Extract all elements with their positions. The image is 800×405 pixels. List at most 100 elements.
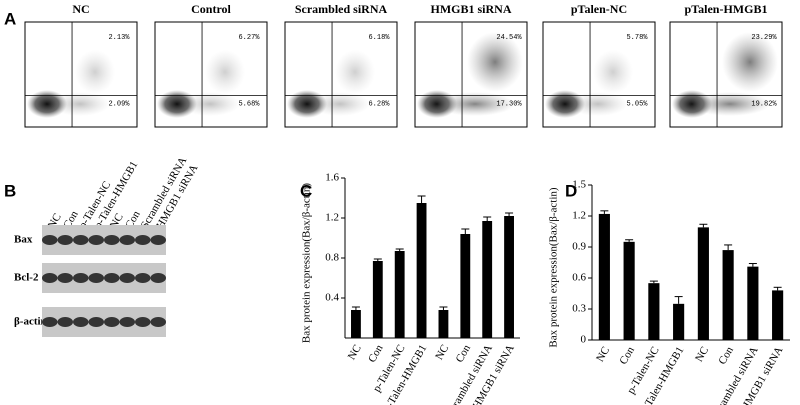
bar [623,241,635,340]
y-tick-label: 1.2 [325,212,339,224]
bar [673,303,685,340]
blot-band [135,273,151,283]
plot-title: pTalen-HMGB1 [685,2,768,16]
panel-label: A [4,9,16,28]
plot-title: HMGB1 siRNA [431,2,512,16]
row-label: Bax [14,234,33,246]
percent-label: 5.78% [626,34,648,42]
blot-band [57,317,73,327]
y-tick-label: 1.6 [325,172,339,184]
blot-band [73,273,89,283]
x-tick-label: NC [693,345,711,364]
blot-band [104,273,120,283]
x-tick-label: NC [594,345,612,364]
y-tick-label: 0.3 [572,303,586,315]
cluster [467,32,523,92]
y-tick-label: 1.2 [572,210,586,222]
percent-label: 6.18% [368,34,390,42]
bar [598,213,610,340]
bar [772,290,784,340]
y-tick-label: 0.9 [572,241,586,253]
percent-label: 23.29% [751,34,777,42]
percent-label: 2.09% [108,100,130,108]
percent-label: 6.28% [368,100,390,108]
blot-band [42,317,58,327]
error-bar [483,216,492,221]
error-bar [674,296,683,304]
blot-band [119,273,135,283]
blot-band [88,317,104,327]
blot-band [88,273,104,283]
error-bar [439,306,448,310]
blot-band [104,317,120,327]
row-label: Bcl-2 [14,272,39,284]
y-tick-label: 1.5 [572,179,586,191]
plot-title: Control [191,2,231,16]
blot-band [73,235,89,245]
blot-band [104,235,120,245]
error-bar [461,228,470,234]
error-bar [395,248,404,251]
error-bar [600,210,609,214]
bar [722,250,734,340]
blot-band [135,317,151,327]
cluster [310,92,370,116]
cluster [50,92,110,116]
blot-band [57,235,73,245]
bar [438,310,449,338]
bar [351,310,361,338]
blot-band [150,273,166,283]
cluster [435,92,515,116]
percent-label: 2.13% [108,34,130,42]
error-bar [373,258,382,261]
x-tick-label: NC [433,343,451,362]
cluster [335,50,375,94]
cluster [593,50,633,94]
y-tick-label: 0.8 [325,252,339,264]
blot-band [73,317,89,327]
blot-band [119,235,135,245]
bar [697,227,709,340]
percent-label: 5.68% [238,100,260,108]
blot-band [57,273,73,283]
error-bar [724,244,733,251]
blot-band [88,235,104,245]
panel-label: C [300,181,312,200]
cluster [75,50,115,94]
plot-title: NC [72,2,89,16]
percent-label: 5.05% [626,100,648,108]
error-bar [625,239,634,242]
x-tick-label: Con [716,344,736,366]
bar [460,234,471,338]
cluster [722,32,778,92]
blot-band [42,235,58,245]
percent-label: 19.82% [751,100,777,108]
y-tick-label: 0.4 [325,292,339,304]
blot-band [150,235,166,245]
error-bar [649,280,658,284]
bar [482,221,493,338]
blot-band [42,273,58,283]
percent-label: 24.54% [496,34,522,42]
x-tick-label: Con [366,342,386,364]
cluster [205,50,245,94]
bar [648,283,660,340]
y-tick-label: 0 [581,334,587,346]
error-bar [773,286,782,291]
plot-title: Scrambled siRNA [295,2,388,16]
percent-label: 6.27% [238,34,260,42]
error-bar [417,195,426,203]
x-tick-label: NC [346,343,364,362]
blot-band [150,317,166,327]
blot-band [119,317,135,327]
y-axis-label: Bax protein expression(Bax/β-actin) [301,183,313,343]
error-bar [748,263,757,267]
bar [394,251,405,338]
cluster [690,92,770,116]
percent-label: 17.30% [496,100,522,108]
y-tick-label: 0.6 [572,272,586,284]
x-tick-label: Con [617,344,637,366]
bar [416,203,427,338]
